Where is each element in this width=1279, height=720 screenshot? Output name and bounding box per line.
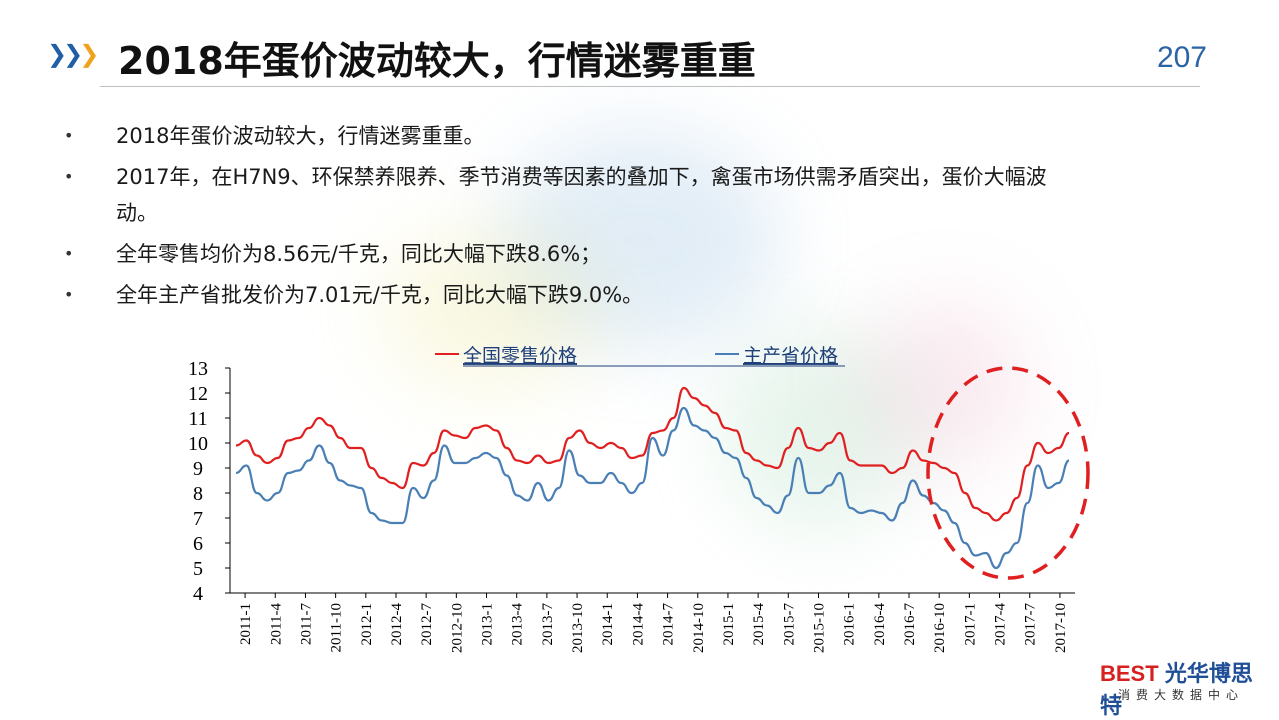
background-blob-blue — [500, 130, 780, 350]
background-blob-pink — [860, 300, 1030, 470]
x-tick-label: 2014-10 — [691, 603, 707, 653]
x-tick-label: 2016-7 — [902, 603, 918, 646]
chart-svg: 13 12 11 10 9 8 7 6 5 4 2011-1 2011-4 2011-7 2011-10 2… — [188, 345, 1090, 653]
bullet-item: • 全年零售均价为8.56元/千克，同比大幅下跌8.6%； — [64, 236, 1084, 272]
x-tick-label: 2012-4 — [389, 603, 405, 646]
x-tick-label: 2011-10 — [329, 603, 345, 652]
price-line-chart: 13 12 11 10 9 8 7 6 5 4 2011-1 2011-4 2011-7 2011-10 2… — [170, 340, 1100, 689]
logo-subtitle: 消费大数据中心 — [1118, 688, 1245, 702]
x-tick-label: 2016-10 — [932, 603, 948, 653]
y-tick-label: 10 — [188, 433, 208, 455]
chevrons-icon: ❯ ❯ ❯ — [47, 40, 99, 68]
logo-brand-cn: 光华博思特 — [1100, 661, 1253, 718]
bullet-dot-icon: • — [64, 244, 74, 263]
bullet-text: 全年零售均价为8.56元/千克，同比大幅下跌8.6%； — [116, 242, 602, 266]
x-tick-label: 2011-4 — [268, 603, 284, 645]
bullet-text: 全年主产省批发价为7.01元/千克，同比大幅下跌9.0%。 — [116, 283, 644, 307]
logo-brand: BEST 光华博思特 — [1100, 656, 1270, 720]
y-tick-label: 11 — [188, 408, 207, 430]
x-tick-label: 2017-7 — [1023, 603, 1039, 646]
bullet-list: • 2018年蛋价波动较大，行情迷雾重重。 • 2017年，在H7N9、环保禁养限养… — [64, 118, 1084, 318]
x-tick-label: 2016-1 — [842, 603, 858, 646]
retail-price-line — [235, 386, 1070, 522]
header-divider — [100, 86, 1200, 87]
bullet-item: • 2018年蛋价波动较大，行情迷雾重重。 — [64, 118, 1084, 154]
x-tick-label: 2011-7 — [298, 603, 314, 645]
x-tick-label: 2013-1 — [480, 603, 496, 646]
x-tick-label: 2012-7 — [419, 603, 435, 646]
x-tick-label: 2015-10 — [811, 603, 827, 653]
x-tick-label: 2014-4 — [630, 603, 646, 646]
x-tick-label: 2014-1 — [600, 603, 616, 646]
y-tick-label: 8 — [193, 483, 203, 505]
y-tick-label: 12 — [188, 383, 208, 405]
company-logo: BEST 光华博思特 消费大数据中心 — [1100, 656, 1270, 718]
legend-label: 全国零售价格 — [463, 345, 577, 367]
bullet-dot-icon: • — [64, 126, 74, 145]
x-tick-label: 2017-10 — [1053, 603, 1069, 653]
logo-brand-main: BEST — [1100, 661, 1159, 686]
x-tick-label: 2013-4 — [510, 603, 526, 646]
bullet-text: 2018年蛋价波动较大，行情迷雾重重。 — [116, 124, 485, 148]
x-tick-label: 2015-4 — [751, 603, 767, 646]
header: ❯ ❯ ❯ 2018年蛋价波动较大，行情迷雾重重 207 — [0, 0, 1279, 90]
x-tick-label: 2015-7 — [781, 603, 797, 646]
y-tick-label: 6 — [193, 533, 203, 555]
page-title: 2018年蛋价波动较大，行情迷雾重重 — [118, 39, 756, 83]
x-tick-label: 2013-10 — [570, 603, 586, 653]
legend-label: 主产省价格 — [743, 345, 838, 367]
y-tick-label: 5 — [193, 558, 203, 580]
page-number: 207 — [1156, 41, 1207, 74]
x-tick-label: 2011-1 — [238, 603, 254, 645]
background-blob-yellow — [380, 230, 600, 390]
bullet-dot-icon: • — [64, 167, 74, 186]
y-tick-label: 4 — [193, 583, 203, 605]
bullet-item: • 2017年，在H7N9、环保禁养限养、季节消费等因素的叠加下，禽蛋市场供需矛盾… — [64, 159, 1084, 231]
highlight-ellipse — [926, 366, 1090, 580]
x-tick-label: 2012-1 — [359, 603, 375, 646]
bullet-item: • 全年主产省批发价为7.01元/千克，同比大幅下跌9.0%。 — [64, 277, 1084, 313]
x-tick-label: 2012-10 — [449, 603, 465, 653]
bullet-dot-icon: • — [64, 285, 74, 304]
x-tick-label: 2017-1 — [962, 603, 978, 646]
y-tick-label: 7 — [193, 508, 203, 530]
x-tick-label: 2013-7 — [540, 603, 556, 646]
x-tick-label: 2015-1 — [721, 603, 737, 646]
y-tick-label: 13 — [188, 358, 208, 380]
x-tick-label: 2014-7 — [661, 603, 677, 646]
bullet-text: 2017年，在H7N9、环保禁养限养、季节消费等因素的叠加下，禽蛋市场供需矛盾突… — [116, 165, 1047, 225]
x-tick-label: 2017-4 — [993, 603, 1009, 646]
y-tick-label: 9 — [193, 458, 203, 480]
x-tick-label: 2016-4 — [872, 603, 888, 646]
